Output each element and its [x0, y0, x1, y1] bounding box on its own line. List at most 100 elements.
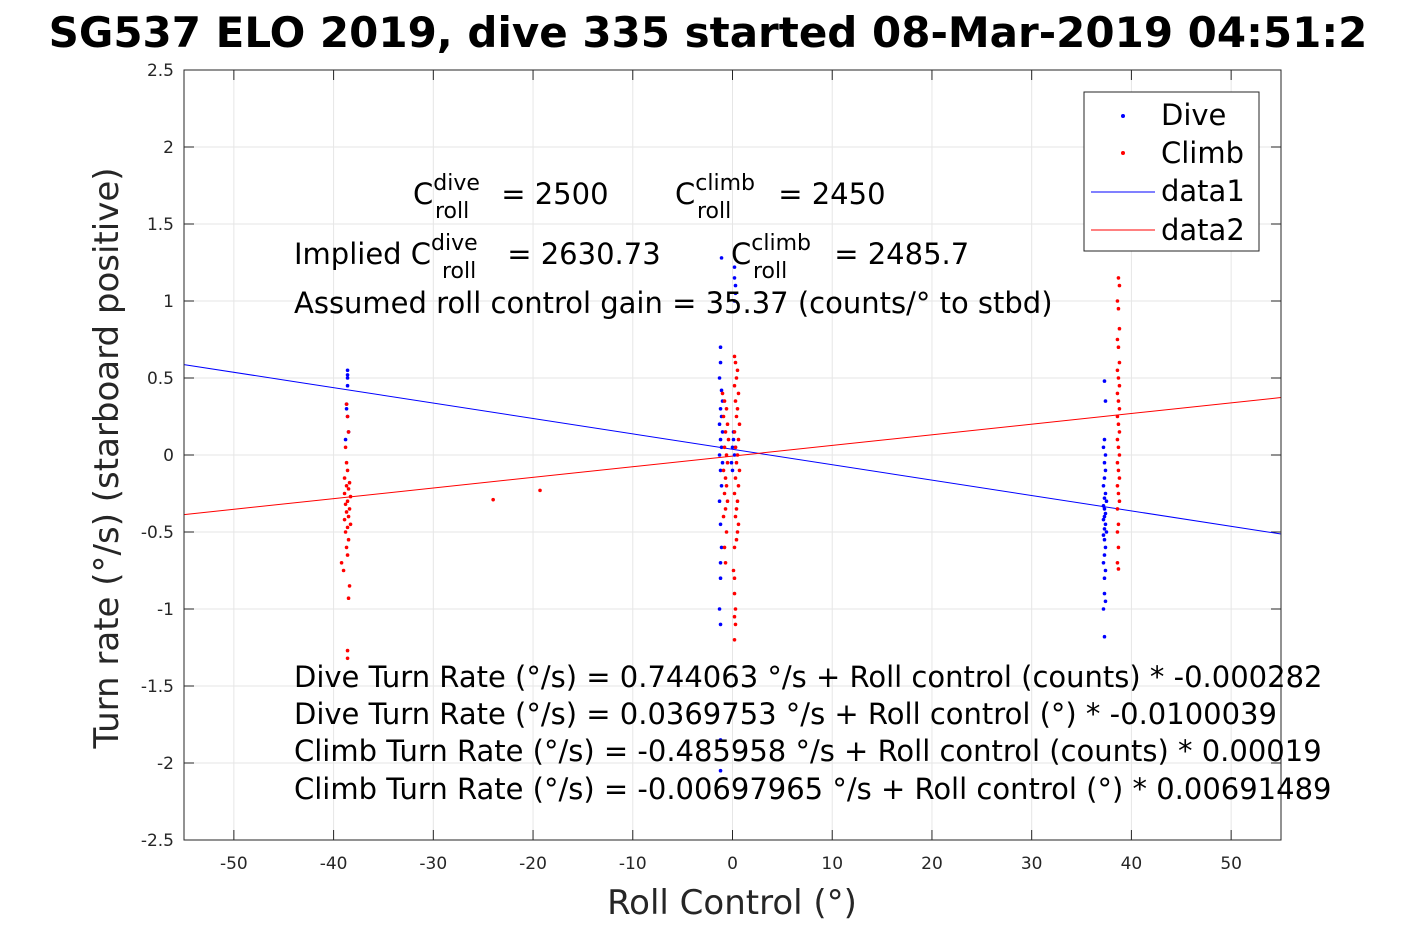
dive-point [1103, 511, 1108, 516]
climb-point [1117, 499, 1122, 504]
x-tick-label: 30 [1021, 854, 1043, 874]
dive-point [730, 468, 735, 473]
x-tick-label: 40 [1121, 854, 1143, 874]
y-tick-label: -0.5 [141, 523, 174, 543]
x-tick-label: -40 [320, 854, 348, 874]
climb-point [735, 499, 740, 504]
x-tick-label: 20 [921, 854, 943, 874]
dive-point [1102, 591, 1107, 596]
climb-point [1116, 445, 1121, 450]
dive-point [719, 445, 724, 450]
dive-point [1101, 445, 1106, 450]
y-axis-label: Turn rate (°/s) (starboard positive) [87, 167, 127, 749]
climb-point [1115, 530, 1120, 534]
climb-point [345, 499, 350, 504]
dive-point [1101, 484, 1106, 488]
climb-point [347, 584, 352, 588]
climb-point [538, 488, 542, 493]
dive-point [1102, 537, 1107, 542]
y-axis-ticks: -2.5 -2 -1.5 -1 -0.5 0 0.5 1 1.5 2 2.5 [141, 61, 1281, 851]
climb-point [732, 430, 737, 434]
y-tick-label: -2 [157, 754, 174, 774]
dive-point [1102, 496, 1107, 500]
c-roll-dive-annotation: Cdive roll = 2500 [413, 171, 609, 224]
implied-dive-subscript: roll [442, 259, 476, 284]
legend: Dive Climb data1 data2 [1083, 91, 1260, 252]
climb-point [735, 407, 740, 411]
dive-point [345, 373, 350, 377]
dive-point [1103, 522, 1108, 527]
dive-point [718, 345, 723, 350]
climb-point [1117, 453, 1122, 457]
climb-point [735, 368, 740, 373]
x-axis-label: Roll Control (°) [607, 883, 857, 923]
climb-point [736, 391, 741, 396]
dive-point [1102, 476, 1107, 480]
climb-equation-degrees: Climb Turn Rate (°/s) = -0.00697965 °/s … [294, 772, 1331, 806]
climb-point [722, 445, 727, 450]
climb-point [1117, 360, 1122, 365]
climb-point [722, 545, 727, 550]
x-tick-label: -50 [220, 854, 248, 874]
dive-point [732, 453, 737, 457]
dive-equation-degrees: Dive Turn Rate (°/s) = 0.0369753 °/s + R… [294, 697, 1277, 731]
implied-climb-value: = 2485.7 [825, 237, 969, 271]
climb-point [344, 402, 349, 406]
climb-point [724, 530, 729, 534]
x-tick-label: 10 [821, 854, 843, 874]
climb-point [1116, 376, 1121, 380]
climb-point [491, 497, 495, 502]
climb-point [725, 499, 730, 504]
dive-point [1102, 634, 1107, 639]
climb-point [732, 491, 737, 496]
dive-point [717, 422, 722, 427]
climb-point [737, 468, 742, 473]
dive-point [1102, 514, 1107, 519]
dive-point [345, 376, 350, 380]
y-tick-label: -2.5 [141, 831, 174, 851]
dive-point [1103, 453, 1108, 457]
x-tick-label: 50 [1220, 854, 1242, 874]
dive-point [730, 445, 735, 450]
y-tick-label: 1 [163, 292, 174, 312]
dive-point [718, 738, 723, 742]
climb-point [1116, 545, 1121, 550]
implied-c-roll-dive-annotation: Implied Cdive roll = 2630.73 [294, 231, 661, 284]
climb-point [735, 530, 740, 534]
dive-point [1101, 607, 1106, 611]
climb-point [733, 476, 738, 480]
legend-data1-label: data1 [1161, 174, 1245, 208]
climb-point [345, 648, 350, 653]
dive-point [1102, 460, 1107, 465]
climb-point [736, 484, 741, 488]
climb-point [1115, 561, 1120, 565]
x-axis-ticks: -50 -40 -30 -20 -10 0 10 20 30 40 50 [220, 70, 1242, 874]
climb-point [1116, 399, 1121, 403]
climb-point [732, 591, 737, 596]
climb-point [345, 553, 350, 557]
climb-point [344, 484, 349, 488]
climb-point [344, 545, 349, 550]
dive-point [732, 299, 737, 303]
climb-point [733, 445, 738, 450]
dive-point [719, 484, 724, 488]
climb-point [1116, 567, 1121, 571]
climb-point [1117, 476, 1122, 480]
y-tick-label: 0 [163, 446, 174, 466]
climb-point [725, 460, 730, 465]
climb-point [736, 437, 741, 442]
climb-point [1115, 391, 1120, 396]
y-tick-label: 1.5 [147, 215, 174, 235]
legend-dive-marker [1121, 114, 1125, 118]
climb-point [733, 622, 738, 627]
dive-point [1102, 507, 1107, 511]
dive-point [720, 430, 725, 434]
climb-point [1115, 299, 1120, 303]
climb-point [346, 596, 351, 601]
annotations: Cdive roll = 2500 Cclimb roll = 2450 Impli… [294, 171, 1331, 806]
climb-point [734, 460, 739, 465]
y-tick-label: -1.5 [141, 677, 174, 697]
climb-point [723, 507, 728, 511]
climb-point [732, 614, 737, 619]
